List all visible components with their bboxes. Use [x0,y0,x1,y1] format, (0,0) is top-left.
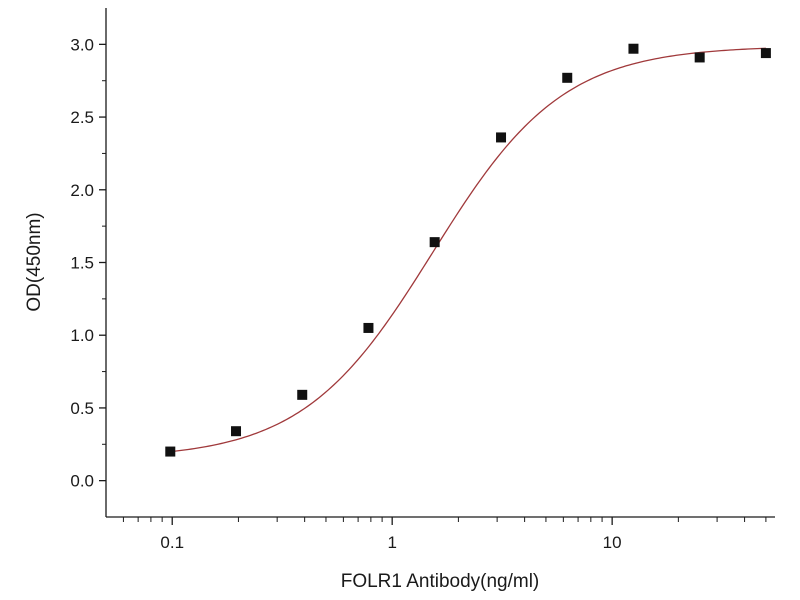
y-tick-label: 2.5 [70,108,94,127]
x-axis-title: FOLR1 Antibody(ng/ml) [341,571,540,592]
y-tick-label: 1.0 [70,326,94,345]
data-point [231,426,242,437]
fit-curve [170,47,766,453]
data-point [496,132,507,143]
x-tick-label: 1 [387,533,396,552]
x-ticks-layer: 0.1 1 10 [122,517,767,552]
axes-layer [105,8,775,518]
y-tick-label: 0.0 [70,472,94,491]
data-point [562,72,573,83]
y-ticks-layer: 0.0 0.5 1.0 1.5 2.0 2.5 3.0 [70,35,106,491]
data-points-layer [165,43,771,457]
y-tick-label: 3.0 [70,35,94,54]
x-tick-label: 0.1 [160,533,184,552]
data-point [694,52,705,63]
data-point [429,237,440,248]
data-point [363,322,374,333]
data-point [165,446,176,457]
y-tick-label: 2.0 [70,181,94,200]
y-tick-label: 0.5 [70,399,94,418]
data-point [628,43,639,54]
y-axis-title: OD(450nm) [24,212,45,311]
x-tick-label: 10 [603,533,622,552]
y-tick-label: 1.5 [70,254,94,273]
data-point [297,389,308,400]
fit-curve-layer [170,47,766,453]
data-point [760,48,771,59]
